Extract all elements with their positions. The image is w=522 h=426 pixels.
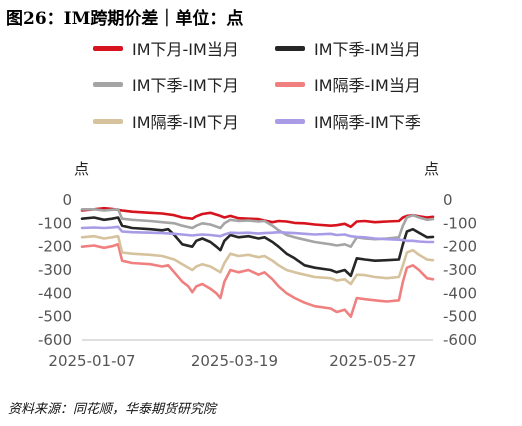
x-tick-1: 2025-03-19 bbox=[191, 352, 278, 370]
series-line-4 bbox=[80, 234, 435, 286]
legend-swatch-3 bbox=[275, 81, 305, 87]
legend-item-1: IM下季-IM当月 bbox=[275, 36, 421, 60]
series-line-3 bbox=[80, 243, 435, 319]
legend-swatch-5 bbox=[275, 118, 305, 124]
x-axis: 2025-01-07 2025-03-19 2025-05-27 bbox=[48, 339, 433, 370]
legend-label-4: IM隔季-IM下月 bbox=[132, 113, 239, 132]
series-line-1 bbox=[80, 216, 435, 278]
y-tick-right-0: 0 bbox=[443, 191, 453, 209]
legend-label-1: IM下季-IM当月 bbox=[314, 40, 421, 59]
x-tick-2: 2025-05-27 bbox=[329, 352, 416, 370]
y-tick-left-4: -400 bbox=[38, 284, 72, 302]
legend-item-4: IM隔季-IM下月 bbox=[93, 109, 239, 133]
y-tick-left-3: -300 bbox=[38, 261, 72, 279]
legend-item-5: IM隔季-IM下季 bbox=[275, 109, 421, 133]
y-tick-left-1: -100 bbox=[38, 214, 72, 232]
series-line-5 bbox=[80, 225, 435, 244]
legend-label-3: IM隔季-IM当月 bbox=[314, 76, 421, 95]
y-tick-right-4: -400 bbox=[443, 284, 477, 302]
y-axis-unit-right: 点 bbox=[424, 160, 440, 178]
legend-item-3: IM隔季-IM当月 bbox=[275, 72, 421, 96]
y-tick-right-5: -500 bbox=[443, 308, 477, 326]
y-tick-right-6: -600 bbox=[443, 331, 477, 349]
legend-item-2: IM下季-IM下月 bbox=[93, 72, 239, 96]
y-axis-right: 0 -100 -200 -300 -400 -500 -600 bbox=[443, 191, 477, 349]
y-axis-left: 0 -100 -200 -300 -400 -500 -600 bbox=[38, 191, 72, 349]
y-tick-left-6: -600 bbox=[38, 331, 72, 349]
chart-legend: IM下月-IM当月 IM下季-IM当月 IM下季-IM下月 IM隔季-IM当月 … bbox=[0, 30, 522, 140]
series-lines bbox=[80, 206, 435, 319]
y-tick-left-0: 0 bbox=[62, 191, 72, 209]
source-note: 资料来源：同花顺，华泰期货研究院 bbox=[8, 402, 217, 417]
y-tick-right-2: -200 bbox=[443, 238, 477, 256]
legend-item-0: IM下月-IM当月 bbox=[93, 36, 239, 60]
y-tick-right-3: -300 bbox=[443, 261, 477, 279]
series-line-0 bbox=[80, 206, 435, 229]
y-tick-right-1: -100 bbox=[443, 214, 477, 232]
x-tick-0: 2025-01-07 bbox=[48, 352, 135, 370]
y-axis-unit-left: 点 bbox=[74, 160, 90, 178]
y-tick-left-2: -200 bbox=[38, 238, 72, 256]
legend-label-5: IM隔季-IM下季 bbox=[314, 113, 421, 132]
legend-swatch-0 bbox=[93, 45, 123, 51]
legend-label-0: IM下月-IM当月 bbox=[132, 40, 239, 59]
legend-swatch-2 bbox=[93, 81, 123, 87]
legend-swatch-1 bbox=[275, 45, 305, 51]
y-tick-left-5: -500 bbox=[38, 308, 72, 326]
legend-swatch-4 bbox=[93, 118, 123, 124]
chart-title: 图26：IM跨期价差｜单位：点 bbox=[6, 9, 244, 29]
legend-label-2: IM下季-IM下月 bbox=[132, 76, 239, 95]
